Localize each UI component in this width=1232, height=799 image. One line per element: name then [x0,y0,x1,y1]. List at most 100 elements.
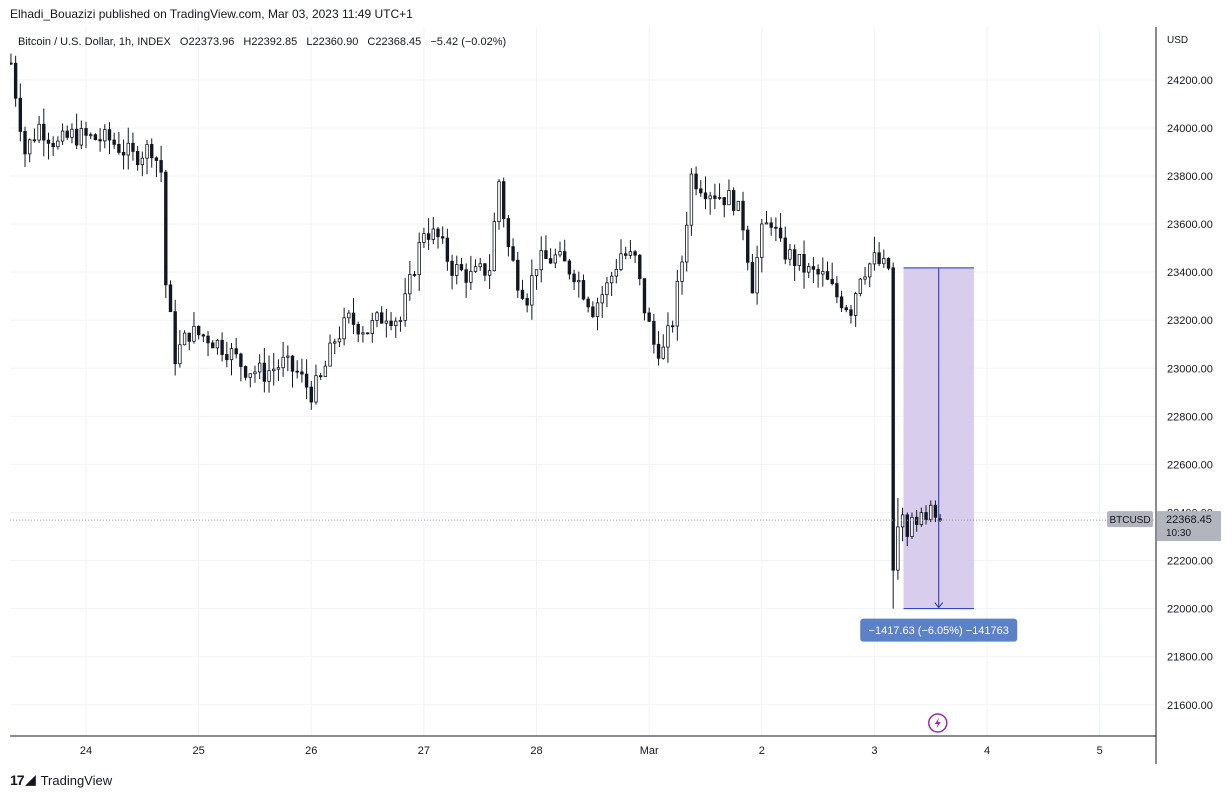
candle-body [924,512,928,521]
candle [910,512,914,539]
candle-body [70,128,74,138]
candle-body [182,332,187,346]
candle [553,248,558,269]
candle [863,266,867,285]
time-tick-label: 27 [418,745,430,757]
chart-grid [10,27,1156,736]
candle [74,113,79,150]
candle [520,279,525,301]
candle-body [384,320,389,324]
candle [778,213,783,242]
candle [154,156,159,178]
legend-low: 22360.90 [312,36,358,48]
candle [126,127,130,170]
candle-body [131,142,135,152]
candle [511,238,515,262]
candle-body [164,171,168,286]
candle [816,264,820,288]
price-tick-label: 23400.00 [1167,267,1213,279]
candle-body [42,123,46,141]
candles [10,53,942,609]
candle-body [126,142,130,156]
candle-body [117,143,121,153]
candle-body [168,284,173,313]
price-tick-label: 23800.00 [1167,171,1213,183]
time-tick-label: 28 [530,745,542,757]
candle-body [272,368,276,372]
candle [501,177,506,228]
candle-body [506,218,511,248]
candle-body [872,252,877,265]
candle-body [868,263,872,278]
candle [619,239,623,272]
price-tick-label: 21600.00 [1167,700,1213,712]
candle [633,249,637,263]
candle [933,500,938,523]
candle [253,365,257,383]
price-chart[interactable]: 21600.0021800.0022000.0022200.0022400.00… [10,27,1222,764]
legend-symbol: Bitcoin / U.S. Dollar, 1h, INDEX [18,36,171,48]
measure-label[interactable]: −1417.63 (−6.05%) −141763 [860,618,1018,642]
candle [333,338,337,355]
candle-body [18,97,23,132]
candle [600,285,604,318]
candle [13,55,18,107]
candle [417,232,421,291]
lightning-icon[interactable] [928,713,948,733]
candle-body [225,354,229,361]
candle-body [830,278,834,284]
candle-body [825,271,830,280]
candle [595,297,600,331]
time-tick-label: 25 [193,745,205,757]
candle-body [455,264,459,276]
candle [853,291,858,327]
candle-body [586,298,590,308]
candle-body [755,257,759,294]
candle-body [295,370,299,373]
candle [196,325,201,340]
candle-body [788,249,792,260]
candle [459,258,464,272]
candle [469,255,473,290]
candle [708,191,712,215]
candle [605,276,609,308]
candle-body [839,296,844,309]
candle-body [914,516,919,525]
tradingview-logo[interactable]: 17 ◢ TradingView [10,772,113,788]
candle-body [628,251,633,256]
candle-body [558,251,562,256]
candle [229,343,234,376]
candle-body [464,269,468,283]
candle [60,123,65,145]
candle-body [591,306,595,317]
candle-body [567,260,572,275]
candle [257,354,262,380]
candle-body [10,62,13,65]
candle [276,359,281,382]
candle-body [37,123,41,141]
candle [882,249,886,268]
candle-body [178,344,182,365]
candle [891,262,895,609]
candle [642,278,647,321]
candle-body [276,367,281,370]
candle-body [215,339,220,349]
candle [844,304,848,313]
candle [872,236,877,271]
candle-body [267,370,271,382]
candle [84,121,88,149]
candle [821,257,825,287]
candle [492,212,496,272]
candle [699,180,703,197]
candle [328,334,332,367]
candle [243,365,248,381]
candle-body [563,251,567,262]
candle [422,227,426,248]
candle [318,372,323,380]
candle-body [933,504,938,518]
candle-body [13,62,18,99]
candle [868,262,872,288]
candle-body [154,157,159,161]
measure-label-bg [860,618,1018,642]
price-tick-label: 22200.00 [1167,556,1213,568]
